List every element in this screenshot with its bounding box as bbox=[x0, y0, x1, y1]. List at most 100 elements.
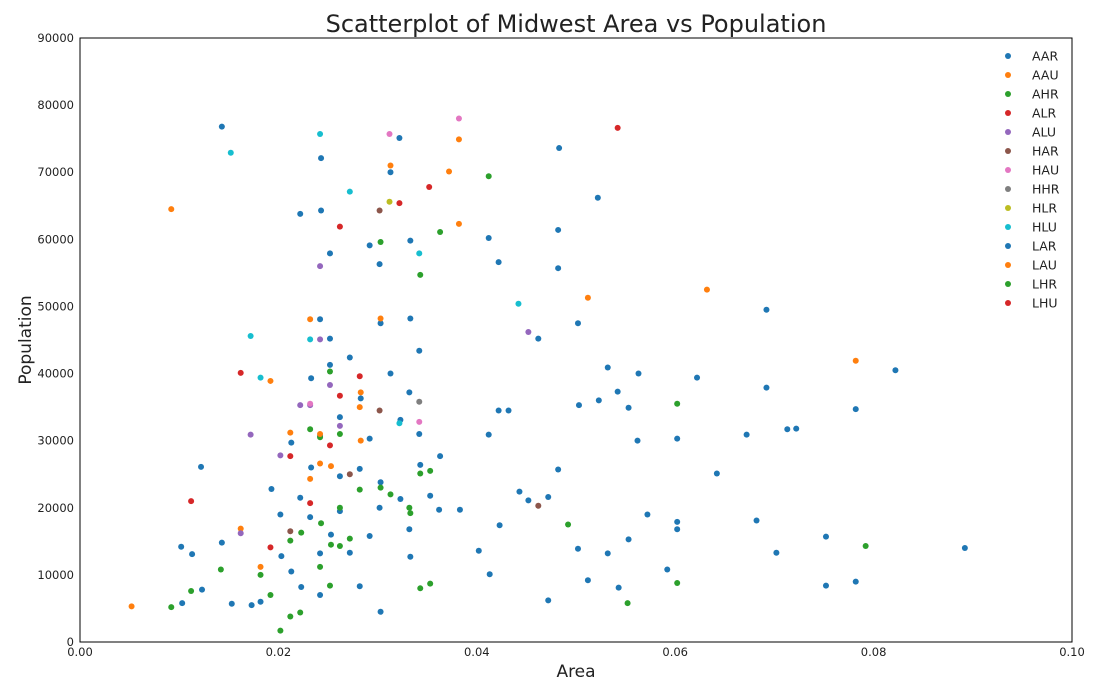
point-aar bbox=[356, 465, 363, 472]
point-ahr bbox=[318, 520, 325, 527]
point-hlu bbox=[416, 250, 423, 257]
point-ahr bbox=[377, 239, 384, 246]
point-aar bbox=[288, 439, 295, 446]
legend-label-lhu: LHU bbox=[1032, 296, 1058, 311]
point-hau bbox=[307, 400, 314, 407]
point-aar bbox=[387, 169, 394, 176]
point-har bbox=[535, 502, 542, 509]
point-hlu bbox=[307, 336, 314, 343]
point-lau bbox=[307, 475, 314, 482]
point-ahr bbox=[427, 467, 434, 474]
point-lar bbox=[436, 506, 443, 513]
point-aar bbox=[604, 364, 611, 371]
legend-marker-hlr bbox=[1005, 205, 1011, 211]
point-lar bbox=[198, 463, 205, 470]
point-aar bbox=[961, 545, 968, 552]
point-aar bbox=[257, 598, 264, 605]
point-aau bbox=[317, 460, 324, 467]
y-axis-label: Population bbox=[16, 295, 36, 384]
point-aar bbox=[336, 414, 343, 421]
x-tick-label: 0.08 bbox=[861, 645, 887, 659]
point-lar bbox=[793, 425, 800, 432]
plot-area-frame bbox=[79, 37, 1073, 643]
legend-label-hlu: HLU bbox=[1032, 220, 1057, 235]
point-alu bbox=[326, 381, 333, 388]
legend-marker-aau bbox=[1005, 72, 1011, 78]
point-ahr bbox=[336, 504, 343, 511]
point-aar bbox=[366, 532, 373, 539]
point-aar bbox=[377, 479, 384, 486]
point-aar bbox=[298, 583, 305, 590]
legend-label-alu: ALU bbox=[1032, 125, 1056, 140]
y-tick-label: 50000 bbox=[37, 299, 74, 313]
legend-marker-aar bbox=[1005, 53, 1011, 59]
point-hlu bbox=[247, 332, 254, 339]
point-ahr bbox=[188, 587, 195, 594]
point-aar bbox=[495, 259, 502, 266]
point-aar bbox=[594, 194, 601, 201]
point-har bbox=[376, 207, 383, 214]
point-aau bbox=[446, 168, 453, 175]
point-hau bbox=[386, 130, 393, 137]
point-aar bbox=[456, 506, 463, 513]
point-aar bbox=[525, 497, 532, 504]
point-alr bbox=[287, 453, 294, 460]
point-aau bbox=[357, 389, 364, 396]
point-lar bbox=[674, 526, 681, 533]
point-hhr bbox=[416, 398, 423, 405]
point-aar bbox=[495, 407, 502, 414]
point-har bbox=[346, 471, 353, 478]
y-tick-label: 80000 bbox=[37, 98, 74, 112]
point-aar bbox=[308, 464, 315, 471]
point-ahr bbox=[317, 563, 324, 570]
x-axis-label: Area bbox=[556, 662, 595, 682]
point-aau bbox=[584, 294, 591, 301]
point-aau bbox=[307, 316, 314, 323]
point-ahr bbox=[417, 470, 424, 477]
point-ahr bbox=[485, 173, 492, 180]
point-aar bbox=[397, 496, 404, 503]
point-aar bbox=[496, 522, 503, 529]
point-alu bbox=[336, 422, 343, 429]
point-aar bbox=[635, 370, 642, 377]
point-ahr bbox=[427, 580, 434, 587]
point-aau bbox=[852, 357, 859, 364]
point-ahr bbox=[417, 585, 424, 592]
point-aar bbox=[417, 461, 424, 468]
legend-label-lhr: LHR bbox=[1032, 277, 1057, 292]
y-tick-label: 10000 bbox=[37, 568, 74, 582]
point-aar bbox=[357, 395, 364, 402]
point-lhr bbox=[307, 426, 314, 433]
point-lar bbox=[376, 504, 383, 511]
point-aar bbox=[179, 600, 186, 607]
point-aar bbox=[248, 602, 255, 609]
point-aar bbox=[326, 361, 333, 368]
legend-label-lau: LAU bbox=[1032, 258, 1057, 273]
point-aar bbox=[763, 306, 770, 313]
data-points bbox=[128, 115, 968, 634]
point-hlu bbox=[396, 420, 403, 427]
point-aau bbox=[377, 315, 384, 322]
point-aar bbox=[892, 367, 899, 374]
point-hlu bbox=[346, 188, 353, 195]
point-alr bbox=[237, 369, 244, 376]
point-ahr bbox=[674, 579, 681, 586]
point-aar bbox=[218, 123, 225, 130]
point-ahr bbox=[287, 613, 294, 620]
point-ahr bbox=[287, 537, 294, 544]
point-ahr bbox=[297, 609, 304, 616]
x-tick-label: 0.00 bbox=[67, 645, 93, 659]
legend: AAR AAU AHR ALR ALU HAR HAU HHR HLR HLU LAR LAU LHR L… bbox=[1005, 49, 1060, 311]
legend-label-lar: LAR bbox=[1032, 239, 1057, 254]
point-aar bbox=[694, 374, 701, 381]
point-ahr bbox=[437, 228, 444, 235]
legend-label-hlr: HLR bbox=[1032, 201, 1057, 216]
point-aar bbox=[753, 517, 760, 524]
point-aar bbox=[664, 566, 671, 573]
point-ahr bbox=[257, 571, 264, 578]
point-aar bbox=[407, 237, 414, 244]
point-aar bbox=[318, 207, 325, 214]
point-aar bbox=[366, 242, 373, 249]
point-aar bbox=[556, 145, 563, 152]
